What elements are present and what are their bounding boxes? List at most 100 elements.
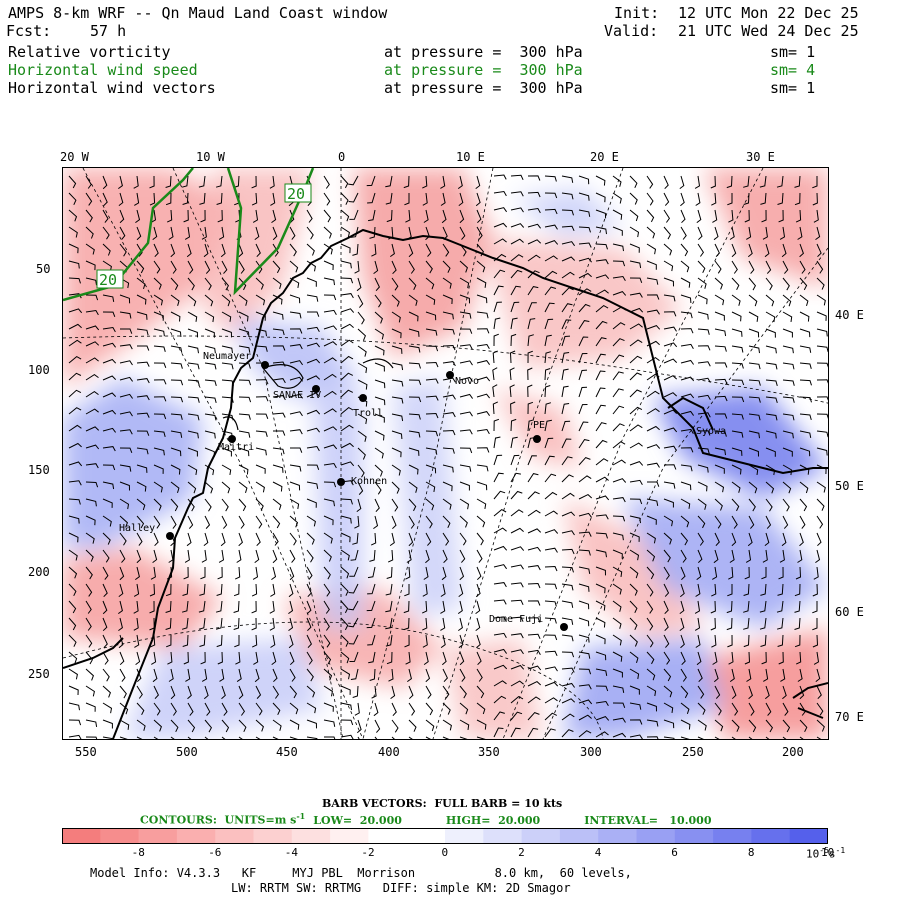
wind-barb bbox=[102, 175, 108, 190]
wind-barb bbox=[85, 175, 92, 189]
wind-barb bbox=[323, 481, 337, 488]
wind-barb bbox=[731, 413, 744, 420]
wind-barb bbox=[68, 293, 82, 299]
wind-barb bbox=[134, 192, 140, 206]
wind-barb bbox=[629, 734, 643, 739]
wind-barb bbox=[102, 566, 109, 580]
wind-barb bbox=[68, 668, 78, 680]
valid-value: 21 UTC Wed 24 Dec 25 bbox=[678, 22, 859, 40]
wind-barb bbox=[697, 226, 703, 241]
wind-barb bbox=[799, 260, 806, 274]
wind-barb bbox=[748, 277, 757, 291]
wind-barb bbox=[289, 429, 303, 435]
wind-barb bbox=[459, 549, 466, 563]
wind-barb bbox=[544, 351, 551, 364]
wind-barb bbox=[731, 311, 742, 322]
wind-barb bbox=[369, 226, 376, 239]
wind-barb bbox=[595, 370, 606, 381]
wind-barb bbox=[561, 651, 575, 658]
wind-barb bbox=[492, 367, 498, 381]
wind-barb bbox=[595, 192, 606, 203]
colorbar-units-tail-exp: -1 bbox=[835, 846, 846, 855]
wind-barb bbox=[544, 583, 558, 590]
wind-barb bbox=[204, 396, 217, 404]
wind-barb bbox=[712, 651, 718, 665]
wind-barb bbox=[748, 498, 756, 512]
wind-barb bbox=[578, 192, 590, 201]
wind-barb bbox=[170, 481, 180, 494]
wind-barb bbox=[782, 396, 795, 403]
wind-barb bbox=[187, 345, 199, 354]
station-label-maitri: Maitri bbox=[218, 442, 255, 453]
wind-barb bbox=[663, 498, 674, 508]
wind-barb bbox=[760, 634, 767, 647]
wind-barb bbox=[612, 291, 627, 296]
wind-barb bbox=[374, 294, 382, 308]
wind-barb bbox=[612, 549, 623, 559]
wind-barb bbox=[165, 617, 172, 630]
wind-barb bbox=[646, 685, 657, 697]
wind-barb bbox=[255, 260, 263, 274]
wind-barb bbox=[289, 532, 297, 546]
wind-barb bbox=[340, 668, 351, 680]
lon-label-30e: 30 E bbox=[746, 150, 775, 164]
wind-barb bbox=[679, 617, 685, 631]
wind-barb bbox=[663, 375, 678, 381]
wind-barb bbox=[679, 600, 685, 614]
wind-barb bbox=[680, 481, 692, 491]
wind-barb bbox=[646, 549, 656, 562]
colorbar-bin bbox=[521, 828, 561, 844]
wind-barb bbox=[561, 303, 573, 313]
wind-barb bbox=[352, 685, 359, 698]
wind-barb bbox=[102, 532, 111, 545]
wind-barb bbox=[391, 702, 397, 717]
wind-barb bbox=[119, 243, 127, 257]
wind-barb bbox=[374, 498, 380, 513]
wind-barb bbox=[349, 209, 359, 220]
wind-barb bbox=[743, 583, 750, 596]
wind-barb bbox=[288, 617, 294, 632]
wind-barb bbox=[306, 326, 320, 333]
wind-barb bbox=[367, 566, 376, 579]
wind-barb bbox=[442, 243, 450, 257]
graticule bbox=[63, 168, 828, 739]
wind-barb bbox=[646, 736, 659, 739]
wind-barb bbox=[595, 337, 607, 347]
wind-barb bbox=[119, 651, 125, 666]
wind-barb bbox=[663, 326, 677, 332]
colorbar-bin bbox=[368, 828, 408, 844]
wind-barb bbox=[544, 529, 559, 534]
wind-barb bbox=[408, 498, 417, 512]
wind-barb bbox=[391, 294, 400, 307]
wind-barb bbox=[85, 498, 97, 507]
wind-barb bbox=[759, 617, 767, 630]
wind-barb bbox=[85, 685, 95, 697]
wind-barb bbox=[323, 426, 338, 432]
wind-barb bbox=[595, 731, 609, 738]
wind-barb bbox=[646, 651, 655, 665]
wind-barb bbox=[136, 277, 146, 290]
wind-barb bbox=[493, 454, 503, 466]
wind-barb bbox=[782, 362, 795, 370]
wind-barb bbox=[85, 373, 99, 381]
wind-barb bbox=[352, 243, 359, 256]
wind-barb bbox=[714, 328, 727, 337]
wind-barb bbox=[561, 729, 574, 738]
wind-barb bbox=[527, 350, 533, 364]
wind-barb bbox=[255, 702, 263, 716]
wind-barb bbox=[629, 406, 643, 415]
wind-barb bbox=[527, 528, 542, 534]
wind-barb bbox=[764, 532, 770, 546]
wind-barb bbox=[356, 719, 362, 734]
wind-barb bbox=[797, 668, 803, 682]
wind-barb bbox=[493, 564, 508, 570]
map-panel[interactable]: 20 20 Neumayer SANAE IV Troll Novo Kohne… bbox=[62, 167, 829, 740]
wind-barb bbox=[765, 702, 772, 716]
wind-barb bbox=[458, 634, 464, 649]
station-dot-maitri bbox=[228, 435, 236, 443]
wind-barb bbox=[170, 515, 177, 529]
wind-barb bbox=[458, 617, 463, 632]
wind-barb bbox=[544, 270, 558, 279]
wind-barb bbox=[425, 243, 432, 257]
wind-barb bbox=[135, 651, 141, 665]
